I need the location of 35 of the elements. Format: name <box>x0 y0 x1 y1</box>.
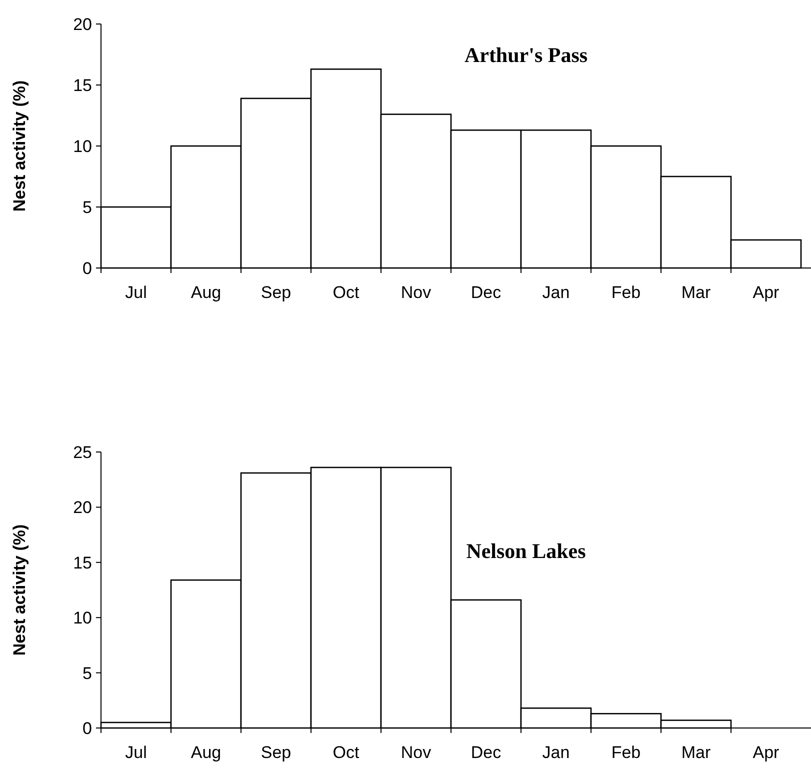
x-tick-label: Dec <box>470 283 502 302</box>
x-tick-label: Mar <box>681 743 711 762</box>
y-tick-label: 5 <box>82 664 92 683</box>
x-tick-label: Jan <box>542 283 570 302</box>
x-tick-label: Nov <box>400 743 432 762</box>
y-tick-label: 20 <box>73 498 92 518</box>
text: Arthur's Pass <box>464 43 588 67</box>
x-tick-label: Aug <box>190 283 222 302</box>
x-tick-label: Jul <box>125 283 147 302</box>
x-tick-label: Nov <box>400 283 432 302</box>
y-tick-label: 5 <box>82 198 92 217</box>
x-tick-label: Sep <box>260 743 292 762</box>
x-tick-label: Feb <box>611 743 641 762</box>
x-tick-label: Feb <box>611 283 641 302</box>
y-tick-label: 20 <box>73 14 92 34</box>
y-tick-label: 25 <box>73 442 92 462</box>
x-tick-label: Apr <box>752 743 780 762</box>
y-axis-title: Nest activity (%) <box>10 524 29 656</box>
y-tick-label: 10 <box>73 136 92 156</box>
x-tick-label: Sep <box>260 283 292 302</box>
x-tick-label: Oct <box>332 283 360 302</box>
x-tick-label: Jul <box>125 743 147 762</box>
x-tick-label: Oct <box>332 743 360 762</box>
y-tick-label: 15 <box>73 553 92 572</box>
x-tick-label: Dec <box>470 743 502 762</box>
y-tick-label: 15 <box>73 76 92 95</box>
x-tick-label: Jan <box>542 743 570 762</box>
x-tick-label: Aug <box>190 743 222 762</box>
y-axis-title: Nest activity (%) <box>10 80 29 212</box>
y-tick-label: 10 <box>73 608 92 628</box>
x-tick-label: Mar <box>681 283 711 302</box>
y-tick-label: 0 <box>82 718 92 738</box>
x-tick-label: Apr <box>752 283 780 302</box>
y-tick-label: 0 <box>82 258 92 278</box>
text: Nelson Lakes <box>466 539 586 563</box>
